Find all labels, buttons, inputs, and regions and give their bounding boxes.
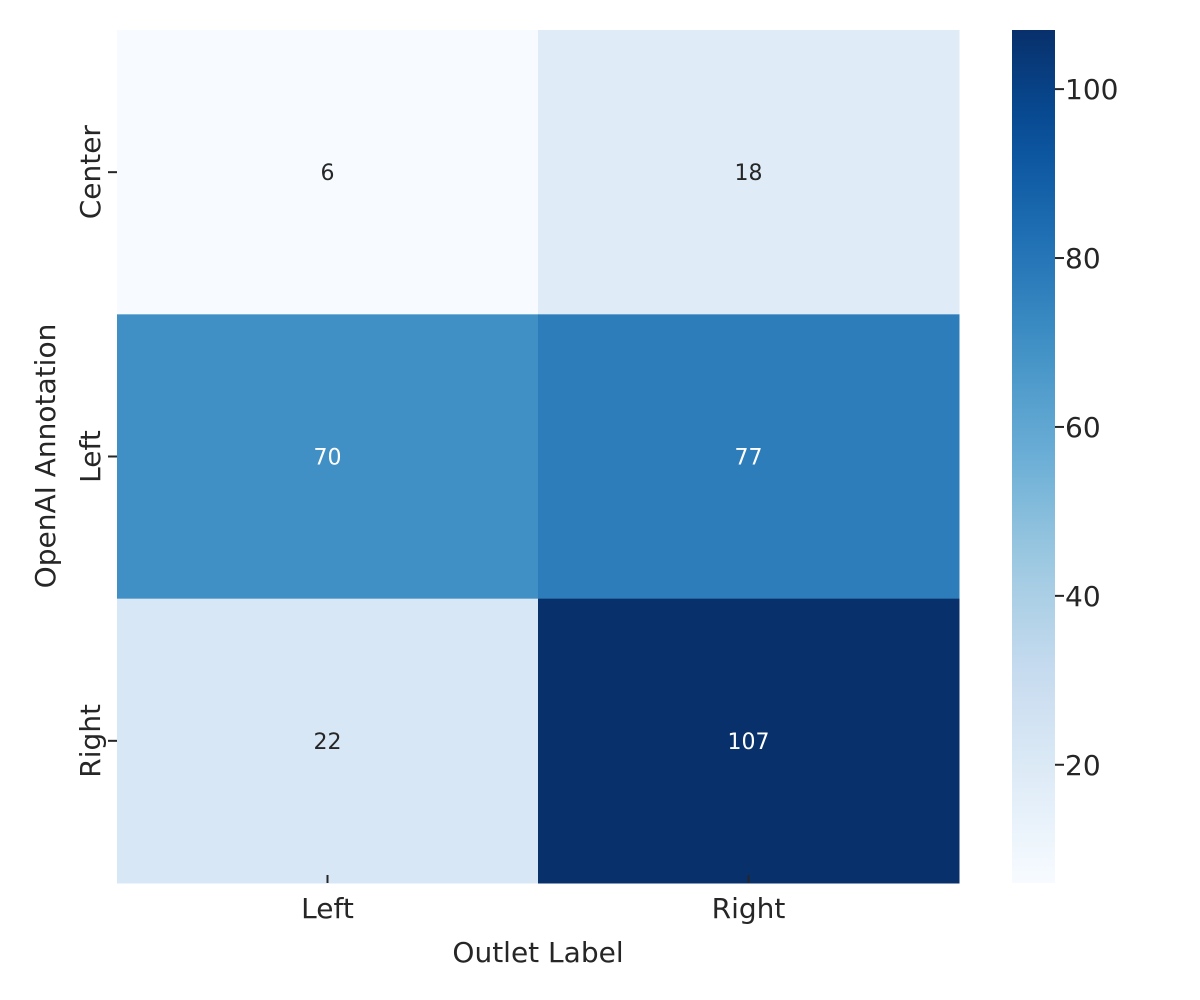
- x-ticks-layer: Left Right: [301, 875, 785, 925]
- cell-value-label: 22: [314, 730, 342, 755]
- y-axis-label: OpenAI Annotation: [29, 324, 62, 589]
- colorbar-tick-label: 60: [1065, 411, 1101, 444]
- cells-layer: [117, 30, 960, 884]
- colorbar: 20 40 60 80 100: [1012, 30, 1118, 883]
- colorbar-tick-label: 20: [1065, 749, 1101, 782]
- heatmap-cell: [117, 314, 539, 600]
- x-tick-label: Right: [712, 892, 786, 925]
- cell-value-label: 70: [314, 446, 342, 471]
- colorbar-scale: [1012, 30, 1055, 883]
- colorbar-tick-label: 40: [1065, 580, 1101, 613]
- x-axis-label: Outlet Label: [452, 936, 623, 969]
- cell-value-label: 6: [321, 161, 335, 186]
- heatmap-cell: [538, 30, 960, 315]
- heatmap-cell: [538, 314, 960, 600]
- heatmap-cell: [117, 30, 539, 315]
- heatmap-cell: [117, 598, 539, 884]
- cell-labels-layer: 6 18 70 77 22 107: [314, 161, 770, 755]
- y-tick-label: Right: [74, 704, 107, 778]
- cell-value-label: 107: [728, 730, 770, 755]
- y-tick-label: Left: [74, 430, 107, 483]
- cell-value-label: 77: [735, 446, 763, 471]
- colorbar-tick-label: 100: [1065, 73, 1118, 106]
- x-tick-label: Left: [301, 892, 354, 925]
- cell-value-label: 18: [735, 161, 763, 186]
- heatmap-cell: [538, 598, 960, 884]
- colorbar-tick-label: 80: [1065, 242, 1101, 275]
- y-ticks-layer: Center Left Right: [74, 125, 117, 778]
- y-tick-label: Center: [74, 125, 107, 220]
